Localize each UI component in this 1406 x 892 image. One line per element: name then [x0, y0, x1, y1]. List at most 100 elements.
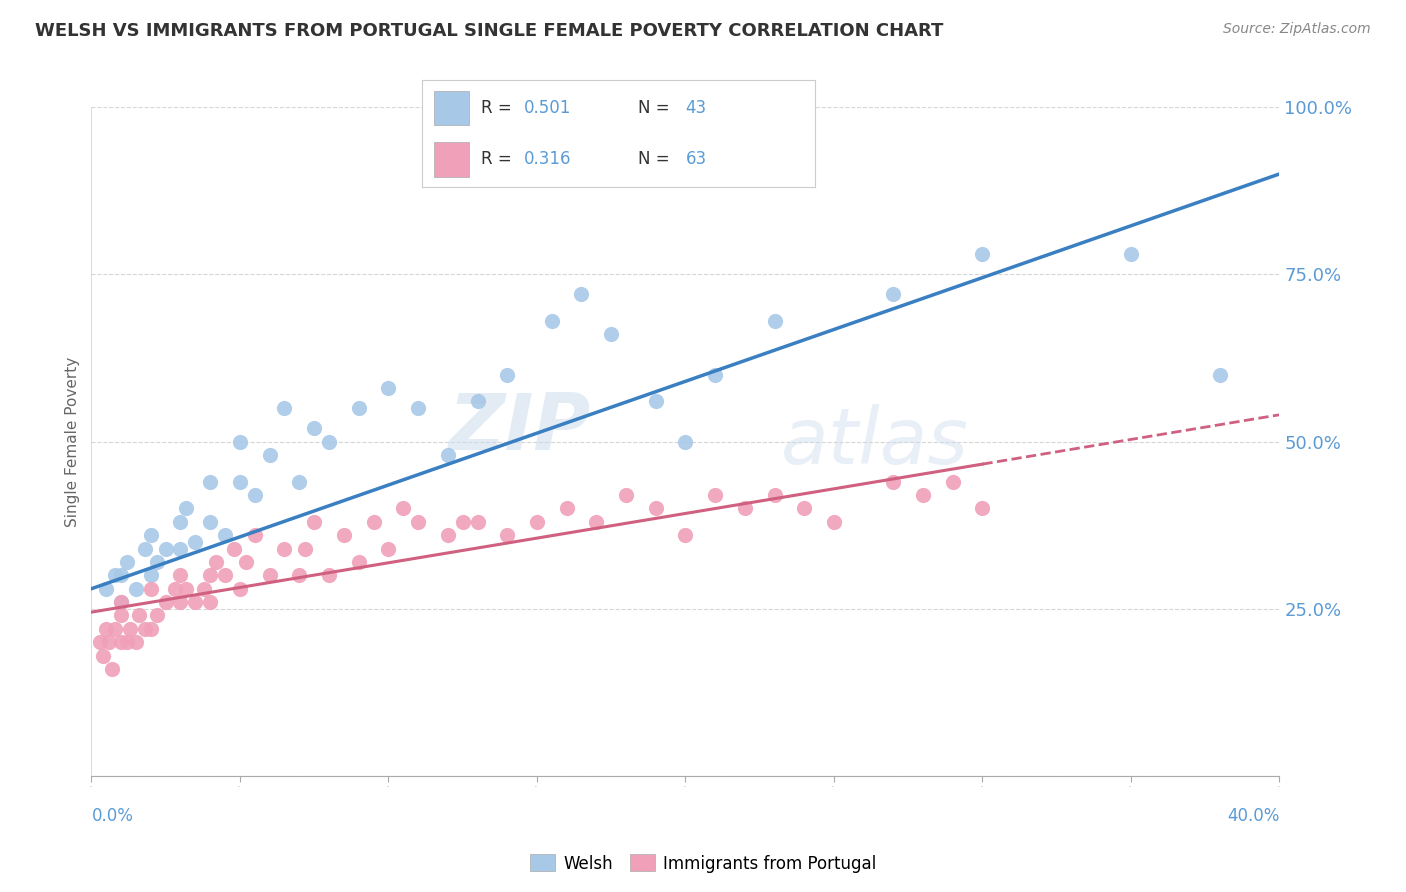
Point	[555, 501, 578, 516]
Point	[288, 568, 311, 582]
Point	[184, 534, 207, 549]
Point	[229, 434, 252, 449]
Point	[176, 582, 198, 596]
Point	[235, 555, 257, 569]
Point	[259, 568, 281, 582]
Point	[229, 475, 252, 489]
Text: 0.501: 0.501	[524, 99, 571, 117]
Point	[333, 528, 356, 542]
Point	[436, 528, 458, 542]
Text: 43: 43	[686, 99, 707, 117]
Point	[496, 528, 519, 542]
Y-axis label: Single Female Poverty: Single Female Poverty	[65, 357, 80, 526]
Point	[110, 595, 132, 609]
Point	[259, 448, 281, 462]
Point	[101, 662, 124, 676]
Point	[294, 541, 316, 556]
Point	[436, 448, 458, 462]
Point	[125, 582, 148, 596]
Point	[169, 595, 191, 609]
Point	[110, 595, 132, 609]
Point	[673, 528, 696, 542]
Point	[571, 287, 593, 301]
Point	[377, 381, 399, 395]
Point	[644, 394, 666, 409]
Point	[139, 528, 162, 542]
Point	[288, 475, 311, 489]
Point	[205, 555, 228, 569]
Point	[184, 595, 207, 609]
Point	[128, 608, 150, 623]
Point	[793, 501, 815, 516]
Point	[496, 368, 519, 382]
Point	[96, 622, 118, 636]
Point	[704, 488, 727, 502]
Point	[347, 555, 370, 569]
Point	[318, 568, 340, 582]
Point	[104, 622, 127, 636]
Point	[243, 528, 266, 542]
Point	[169, 515, 191, 529]
Point	[644, 501, 666, 516]
Point	[214, 528, 236, 542]
Point	[882, 287, 904, 301]
Text: 0.316: 0.316	[524, 151, 572, 169]
Point	[972, 247, 994, 261]
Point	[1119, 247, 1142, 261]
Point	[110, 635, 132, 649]
Point	[406, 401, 429, 415]
Point	[222, 541, 245, 556]
Text: R =: R =	[481, 99, 517, 117]
Text: WELSH VS IMMIGRANTS FROM PORTUGAL SINGLE FEMALE POVERTY CORRELATION CHART: WELSH VS IMMIGRANTS FROM PORTUGAL SINGLE…	[35, 22, 943, 40]
Point	[169, 568, 191, 582]
Point	[91, 648, 114, 663]
Point	[882, 475, 904, 489]
Point	[585, 515, 607, 529]
Point	[125, 635, 148, 649]
Legend: Welsh, Immigrants from Portugal: Welsh, Immigrants from Portugal	[523, 847, 883, 880]
Point	[467, 515, 489, 529]
Point	[823, 515, 845, 529]
Text: 40.0%: 40.0%	[1227, 807, 1279, 825]
Text: Source: ZipAtlas.com: Source: ZipAtlas.com	[1223, 22, 1371, 37]
Point	[763, 314, 786, 328]
Point	[89, 635, 111, 649]
Point	[200, 568, 222, 582]
Point	[134, 622, 156, 636]
Point	[169, 541, 191, 556]
FancyBboxPatch shape	[433, 91, 470, 125]
Point	[243, 488, 266, 502]
Point	[302, 421, 325, 435]
Point	[406, 515, 429, 529]
Point	[614, 488, 637, 502]
Point	[200, 475, 222, 489]
Point	[155, 595, 177, 609]
Point	[155, 541, 177, 556]
Text: ZIP: ZIP	[449, 390, 591, 467]
Point	[214, 568, 236, 582]
Point	[200, 515, 222, 529]
Point	[115, 555, 138, 569]
Point	[139, 622, 162, 636]
FancyBboxPatch shape	[433, 143, 470, 177]
Point	[115, 635, 138, 649]
Text: 0.0%: 0.0%	[91, 807, 134, 825]
Text: N =: N =	[638, 151, 675, 169]
Point	[526, 515, 548, 529]
Point	[451, 515, 474, 529]
Point	[347, 401, 370, 415]
Point	[200, 595, 222, 609]
Point	[110, 568, 132, 582]
Point	[972, 501, 994, 516]
Text: N =: N =	[638, 99, 675, 117]
Point	[540, 314, 562, 328]
Point	[145, 555, 167, 569]
Point	[704, 368, 727, 382]
Point	[134, 541, 156, 556]
Point	[193, 582, 215, 596]
Point	[163, 582, 186, 596]
Text: R =: R =	[481, 151, 517, 169]
Point	[318, 434, 340, 449]
Point	[118, 622, 141, 636]
Point	[392, 501, 415, 516]
